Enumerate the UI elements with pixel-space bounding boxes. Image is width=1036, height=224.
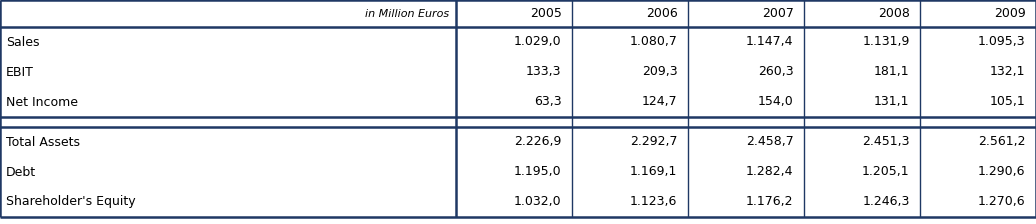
Text: 1.029,0: 1.029,0 (514, 35, 562, 49)
Text: Shareholder's Equity: Shareholder's Equity (6, 196, 136, 209)
Text: 1.095,3: 1.095,3 (978, 35, 1026, 49)
Text: 63,3: 63,3 (534, 95, 562, 108)
Text: 2.561,2: 2.561,2 (978, 136, 1026, 149)
Text: 2007: 2007 (761, 7, 794, 20)
Text: 1.123,6: 1.123,6 (630, 196, 678, 209)
Text: 154,0: 154,0 (757, 95, 794, 108)
Text: 2006: 2006 (645, 7, 678, 20)
Text: 209,3: 209,3 (642, 65, 678, 78)
Text: 2.226,9: 2.226,9 (514, 136, 562, 149)
Text: 1.176,2: 1.176,2 (746, 196, 794, 209)
Text: 124,7: 124,7 (642, 95, 678, 108)
Text: 2.292,7: 2.292,7 (630, 136, 678, 149)
Text: Debt: Debt (6, 166, 36, 179)
Text: 1.032,0: 1.032,0 (514, 196, 562, 209)
Text: 1.169,1: 1.169,1 (630, 166, 678, 179)
Text: 132,1: 132,1 (990, 65, 1026, 78)
Text: 1.147,4: 1.147,4 (746, 35, 794, 49)
Text: 133,3: 133,3 (526, 65, 562, 78)
Text: 2.451,3: 2.451,3 (862, 136, 910, 149)
Text: in Million Euros: in Million Euros (366, 9, 450, 19)
Text: 2005: 2005 (529, 7, 562, 20)
Text: 260,3: 260,3 (758, 65, 794, 78)
Text: 1.282,4: 1.282,4 (746, 166, 794, 179)
Text: Net Income: Net Income (6, 95, 78, 108)
Text: 1.246,3: 1.246,3 (862, 196, 910, 209)
Text: 2008: 2008 (877, 7, 910, 20)
Text: Total Assets: Total Assets (6, 136, 80, 149)
Text: 131,1: 131,1 (874, 95, 910, 108)
Text: EBIT: EBIT (6, 65, 34, 78)
Text: 2009: 2009 (994, 7, 1026, 20)
Text: 105,1: 105,1 (989, 95, 1026, 108)
Text: 1.131,9: 1.131,9 (862, 35, 910, 49)
Text: 1.195,0: 1.195,0 (514, 166, 562, 179)
Text: 181,1: 181,1 (874, 65, 910, 78)
Text: 2.458,7: 2.458,7 (746, 136, 794, 149)
Text: 1.270,6: 1.270,6 (978, 196, 1026, 209)
Text: 1.080,7: 1.080,7 (630, 35, 678, 49)
Text: 1.290,6: 1.290,6 (978, 166, 1026, 179)
Text: Sales: Sales (6, 35, 39, 49)
Text: 1.205,1: 1.205,1 (862, 166, 910, 179)
